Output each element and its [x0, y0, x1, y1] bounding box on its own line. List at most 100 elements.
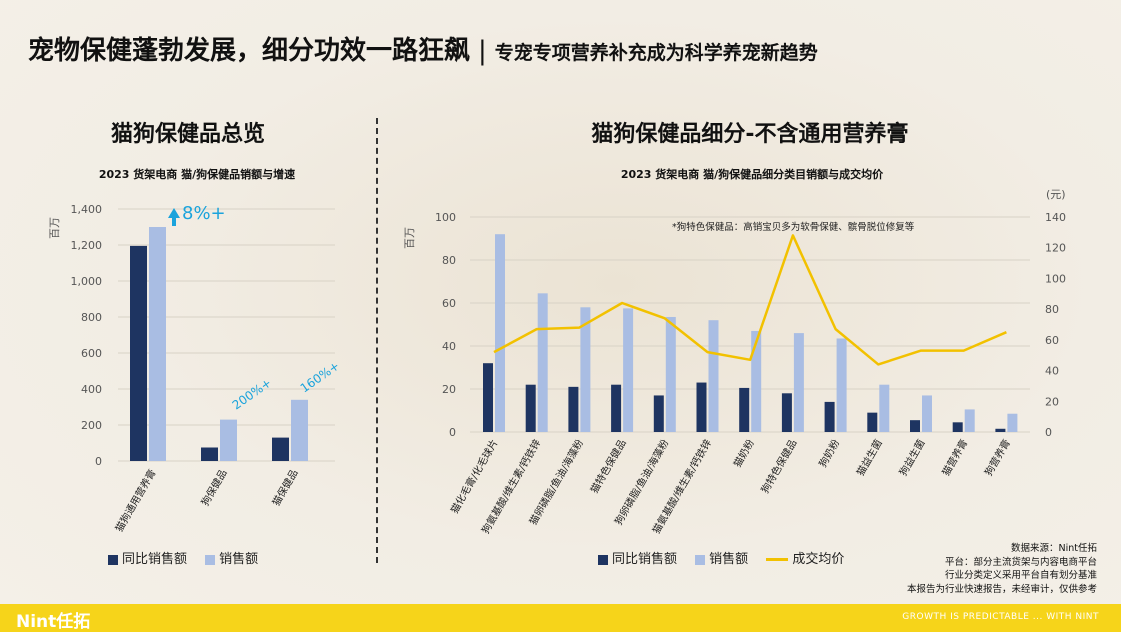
- category-label: 猫奶粉: [731, 437, 757, 469]
- category-label: 猫狗通用营养膏: [112, 467, 158, 534]
- bar-yoy: [525, 384, 536, 432]
- y-tick-label: 0: [95, 455, 102, 468]
- y-tick-label: 20: [442, 383, 456, 396]
- right-legend: 同比销售额 销售额 成交均价: [598, 548, 858, 567]
- y-tick-label: 40: [442, 340, 456, 353]
- y-tick-label: 80: [442, 254, 456, 267]
- bar-sales: [537, 293, 548, 432]
- chart-note: *狗特色保健品：高销宝贝多为软骨保健、髌骨脱位修复等: [672, 222, 915, 233]
- bar-sales: [964, 409, 975, 432]
- bar-sales: [665, 316, 676, 432]
- footer-bar: Nint任拓 GROWTH IS PREDICTABLE ... WITH NI…: [0, 604, 1121, 632]
- bar-yoy: [130, 245, 147, 461]
- bar-sales: [793, 333, 804, 432]
- bar-yoy: [739, 387, 750, 432]
- section-divider: [376, 118, 378, 563]
- legend-item-sales: 销售额: [205, 552, 258, 567]
- y2-tick-label: 20: [1045, 395, 1059, 408]
- legend-swatch-light: [695, 554, 706, 565]
- category-label: 猫特色保健品: [587, 437, 628, 495]
- category-label: 狗益生菌: [896, 437, 927, 478]
- y2-tick-label: 140: [1045, 211, 1066, 224]
- category-label: 狗奶粉: [816, 437, 842, 469]
- bar-yoy: [483, 363, 493, 432]
- bar-sales: [708, 320, 719, 432]
- bar-sales: [580, 307, 591, 432]
- y-tick-label: 600: [81, 347, 102, 360]
- bar-yoy: [568, 386, 579, 432]
- category-label: 猫益生菌: [854, 437, 885, 478]
- bar-sales: [495, 234, 505, 432]
- y-tick-label: 800: [81, 311, 102, 324]
- legend-swatch-dark: [108, 554, 118, 565]
- title-sub: 专宠专项营养补充成为科学养宠新趋势: [494, 42, 818, 64]
- bar-sales: [836, 338, 847, 432]
- y2-tick-label: 60: [1045, 334, 1059, 347]
- category-label: 狗保健品: [198, 467, 229, 508]
- legend-swatch-light: [205, 554, 216, 565]
- bar-sales: [1007, 413, 1018, 432]
- bar-sales: [879, 384, 890, 432]
- y-tick-label: 60: [442, 297, 456, 310]
- bar-sales: [922, 395, 932, 432]
- bar-yoy: [995, 428, 1006, 432]
- bar-yoy: [201, 447, 218, 461]
- category-label: 猫化毛膏/化毛球片: [448, 437, 501, 516]
- right-heading: 猫狗保健品细分-不含通用营养膏: [591, 122, 909, 147]
- y-tick-label: 400: [81, 383, 102, 396]
- y-axis-label: 百万: [403, 227, 416, 249]
- category-label: 猫保健品: [269, 467, 300, 508]
- legend-item-price: 成交均价: [766, 552, 844, 567]
- bar-sales: [623, 308, 634, 432]
- y-tick-label: 1,200: [71, 239, 103, 252]
- growth-annotation: 200%+: [230, 376, 274, 413]
- left-chart-subtitle: 2023 货架电商 猫/狗保健品销额与增速: [98, 168, 296, 181]
- bar-yoy: [653, 395, 664, 432]
- growth-annotation: 160%+: [298, 359, 342, 396]
- title-main: 宠物保健蓬勃发展，细分功效一路狂飙: [28, 36, 471, 66]
- left-legend: 同比销售额 销售额: [108, 548, 272, 567]
- bar-sales: [149, 227, 166, 461]
- y-tick-label: 1,400: [71, 203, 103, 216]
- category-label: 猫营养膏: [939, 437, 970, 478]
- left-heading: 猫狗保健品总览: [110, 122, 265, 147]
- category-label: 狗营养膏: [982, 437, 1013, 478]
- y2-tick-label: 0: [1045, 426, 1052, 439]
- page-title: 宠物保健蓬勃发展，细分功效一路狂飙 | 专宠专项营养补充成为科学养宠新趋势: [28, 30, 818, 67]
- source-note: 数据来源：Nint任拓 平台：部分主流货架与内容电商平台 行业分类定义采用平台自…: [906, 543, 1097, 595]
- bar-yoy: [910, 420, 920, 432]
- y2-tick-label: 40: [1045, 365, 1059, 378]
- bar-sales: [291, 399, 308, 461]
- bar-yoy: [781, 393, 792, 432]
- legend-swatch-line: [766, 558, 789, 561]
- title-separator: |: [478, 36, 487, 66]
- y-axis-label: 百万: [48, 217, 61, 239]
- growth-annotation: 8%+: [182, 203, 226, 224]
- y2-tick-label: 100: [1045, 272, 1066, 285]
- y-tick-label: 1,000: [71, 275, 103, 288]
- legend-item-yoy: 同比销售额: [108, 552, 187, 567]
- bar-yoy: [952, 422, 963, 432]
- legend-item-yoy: 同比销售额: [598, 552, 677, 567]
- y-tick-label: 0: [449, 426, 456, 439]
- y2-axis-label: (元): [1046, 188, 1066, 201]
- legend-item-sales: 销售额: [695, 552, 748, 567]
- bar-yoy: [611, 384, 622, 432]
- bar-sales: [751, 330, 762, 432]
- bar-yoy: [272, 437, 289, 461]
- bar-sales: [220, 419, 237, 461]
- y-tick-label: 200: [81, 419, 102, 432]
- footer-tagline: GROWTH IS PREDICTABLE ... WITH NINT: [902, 612, 1099, 622]
- y-tick-label: 100: [435, 211, 456, 224]
- price-line: [493, 234, 1007, 366]
- y2-tick-label: 80: [1045, 303, 1059, 316]
- legend-swatch-dark: [598, 554, 608, 565]
- bar-yoy: [824, 401, 835, 432]
- bar-yoy: [867, 412, 878, 432]
- up-arrow-icon: [168, 208, 180, 226]
- category-label: 狗特色保健品: [758, 437, 799, 495]
- brand-logo: Nint任拓: [16, 612, 91, 632]
- y2-tick-label: 120: [1045, 242, 1066, 255]
- right-chart-subtitle: 2023 货架电商 猫/狗保健品细分类目销额与成交均价: [620, 168, 884, 181]
